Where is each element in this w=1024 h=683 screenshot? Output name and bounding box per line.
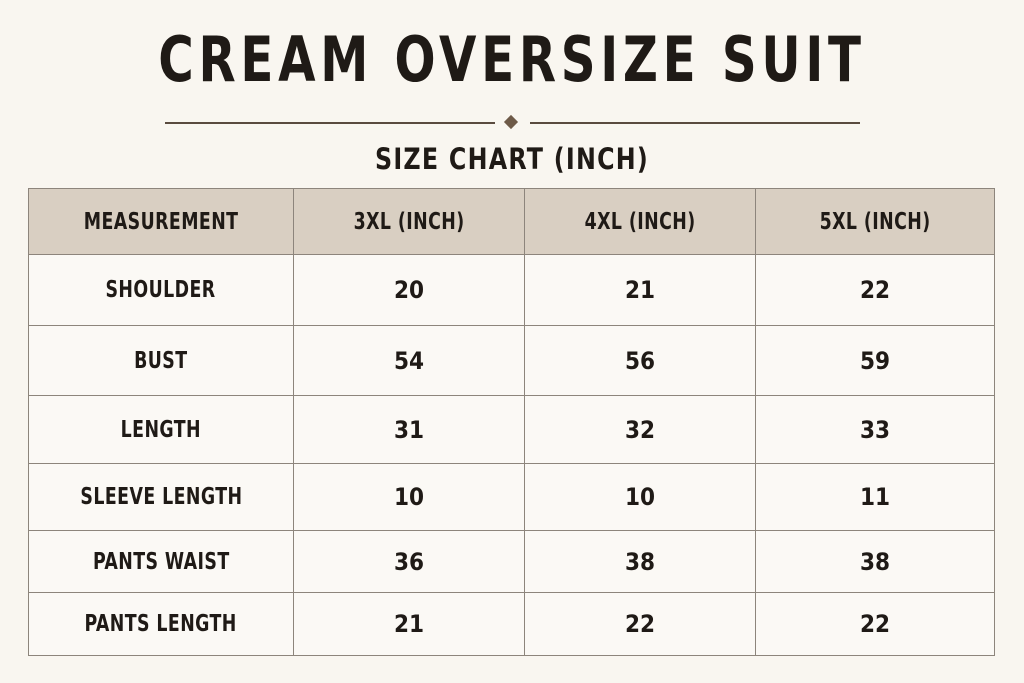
column-header-measurement: MEASUREMENT xyxy=(28,188,294,255)
row-label: BUST xyxy=(28,325,294,396)
chart-subtitle: SIZE CHART (INCH) xyxy=(374,142,649,176)
table-row: PANTS WAIST 36 38 38 xyxy=(28,530,995,593)
cell-value: 10 xyxy=(524,463,756,531)
page-title: CREAM OVERSIZE SUIT xyxy=(158,23,866,96)
cell-value: 20 xyxy=(293,254,525,326)
cell-value: 22 xyxy=(755,254,995,326)
table-row: PANTS LENGTH 21 22 22 xyxy=(28,592,995,656)
row-label: PANTS LENGTH xyxy=(28,592,294,656)
table-row: SLEEVE LENGTH 10 10 11 xyxy=(28,463,995,531)
diamond-ornament-icon xyxy=(503,114,519,130)
title-divider-left xyxy=(165,122,495,124)
cell-value: 22 xyxy=(755,592,995,656)
row-label: LENGTH xyxy=(28,395,294,464)
column-header-4xl: 4XL (INCH) xyxy=(524,188,756,255)
table-row: BUST 54 56 59 xyxy=(28,325,995,396)
cell-value: 38 xyxy=(524,530,756,593)
column-header-3xl: 3XL (INCH) xyxy=(293,188,525,255)
cell-value: 33 xyxy=(755,395,995,464)
row-label: SLEEVE LENGTH xyxy=(28,463,294,531)
cell-value: 31 xyxy=(293,395,525,464)
column-header-5xl: 5XL (INCH) xyxy=(755,188,995,255)
table-row: SHOULDER 20 21 22 xyxy=(28,254,995,326)
cell-value: 36 xyxy=(293,530,525,593)
cell-value: 54 xyxy=(293,325,525,396)
size-chart-table: MEASUREMENT 3XL (INCH) 4XL (INCH) 5XL (I… xyxy=(28,188,995,656)
table-row: LENGTH 31 32 33 xyxy=(28,395,995,464)
cell-value: 59 xyxy=(755,325,995,396)
cell-value: 21 xyxy=(524,254,756,326)
cell-value: 56 xyxy=(524,325,756,396)
cell-value: 38 xyxy=(755,530,995,593)
header-row: MEASUREMENT 3XL (INCH) 4XL (INCH) 5XL (I… xyxy=(28,188,995,255)
cell-value: 22 xyxy=(524,592,756,656)
row-label: SHOULDER xyxy=(28,254,294,326)
cell-value: 21 xyxy=(293,592,525,656)
title-divider-right xyxy=(530,122,860,124)
cell-value: 10 xyxy=(293,463,525,531)
cell-value: 32 xyxy=(524,395,756,464)
row-label: PANTS WAIST xyxy=(28,530,294,593)
cell-value: 11 xyxy=(755,463,995,531)
